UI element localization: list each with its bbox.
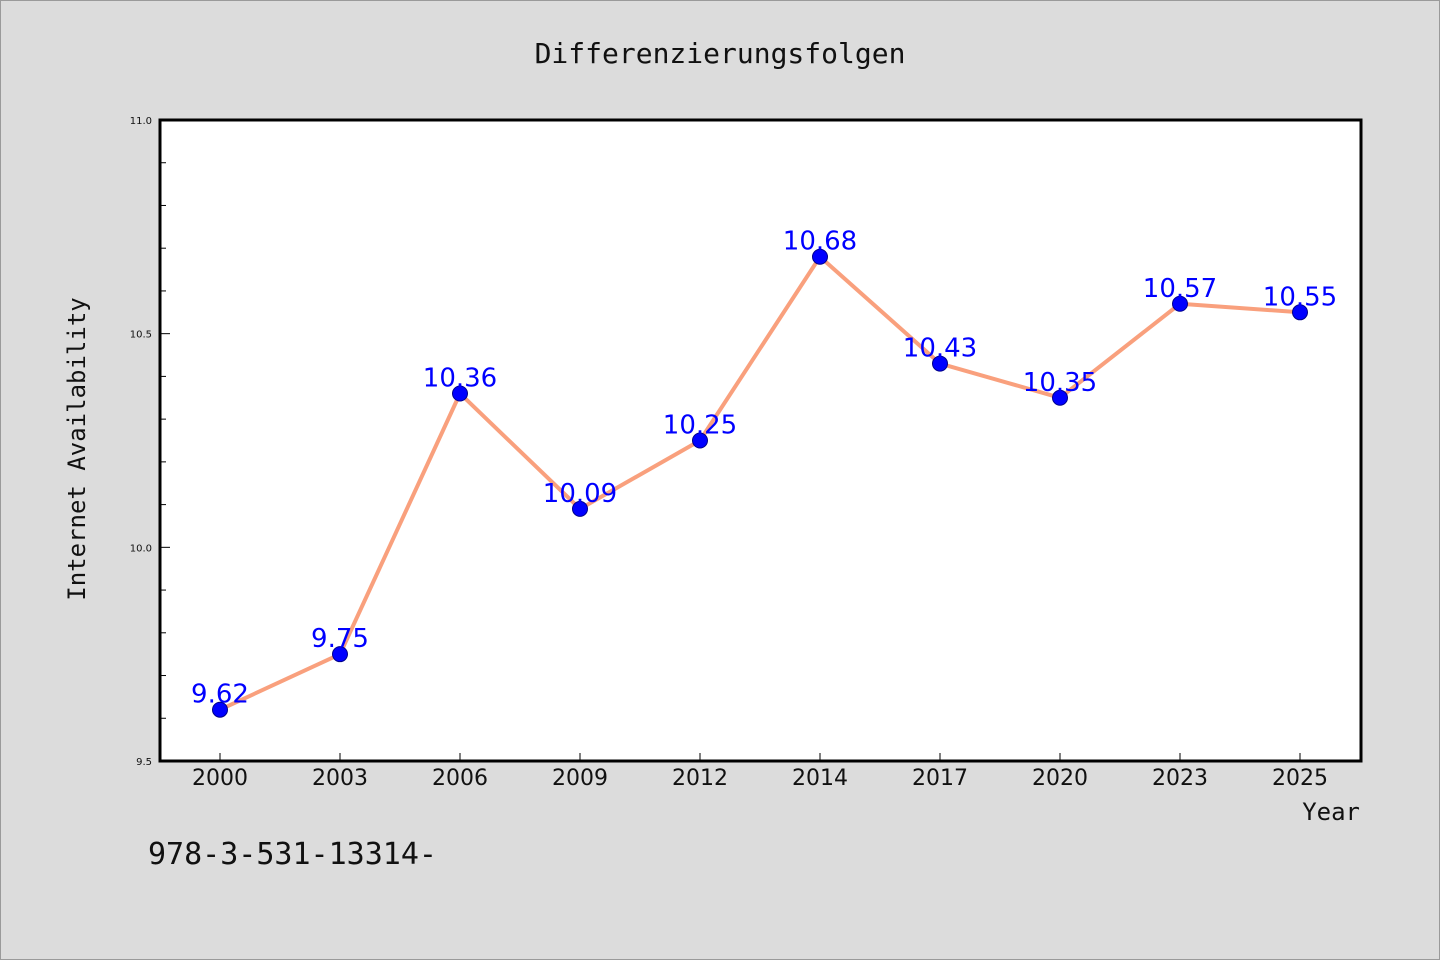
data-point: [332, 646, 348, 663]
x-tick-label: 2023: [1152, 766, 1208, 791]
data-point: [572, 500, 588, 517]
data-label: 10.57: [1143, 274, 1217, 304]
data-point: [212, 701, 228, 718]
footnote-text: 978-3-531-13314-: [148, 837, 437, 872]
data-point: [452, 385, 468, 402]
data-label: 10.09: [543, 479, 617, 509]
data-point: [932, 355, 948, 372]
y-axis-label: Internet Availability: [63, 297, 91, 600]
y-tick-label: 11.0: [130, 116, 152, 127]
data-label: 10.68: [783, 227, 857, 257]
x-tick-label: 2000: [192, 766, 248, 791]
data-labels: 9.62 9.75 10.36 10.09 10.25 10.68 10.43 10.35 10…: [191, 227, 1337, 710]
data-point: [1292, 304, 1308, 321]
series-markers: [212, 248, 1308, 718]
y-tick-label: 10.5: [130, 330, 152, 341]
series-line: [219, 254, 1301, 712]
chart-title: Differenzierungsfolgen: [535, 37, 906, 70]
plot-area: [158, 118, 1363, 763]
x-tick-label: 2014: [792, 766, 848, 791]
x-tick-label: 2012: [672, 766, 728, 791]
x-tick-label: 2003: [312, 766, 368, 791]
data-point: [692, 432, 708, 449]
data-label: 10.55: [1263, 282, 1337, 312]
data-label: 9.75: [311, 624, 369, 654]
data-label: 10.25: [663, 411, 737, 441]
data-point: [1052, 389, 1068, 406]
x-tick-label: 2009: [552, 766, 608, 791]
x-tick-label: 2025: [1272, 766, 1328, 791]
data-label: 9.62: [191, 680, 249, 710]
x-tick-label: 2020: [1032, 766, 1088, 791]
y-tick-label: 9.5: [136, 757, 152, 768]
x-tick-label: 2006: [432, 766, 488, 791]
x-axis: 2000 2003 2006 2009 2012 2014 2017 2020 2023 2025: [192, 753, 1328, 791]
x-axis-label: Year: [1302, 798, 1360, 826]
y-axis: 9.5 10.0 10.5 11.0: [130, 116, 170, 768]
data-point: [812, 248, 828, 265]
data-label: 10.43: [903, 334, 977, 364]
data-label: 10.35: [1023, 368, 1097, 398]
y-tick-label: 10.0: [130, 543, 152, 554]
data-label: 10.36: [423, 363, 497, 393]
data-point: [1172, 295, 1188, 312]
x-tick-label: 2017: [912, 766, 968, 791]
